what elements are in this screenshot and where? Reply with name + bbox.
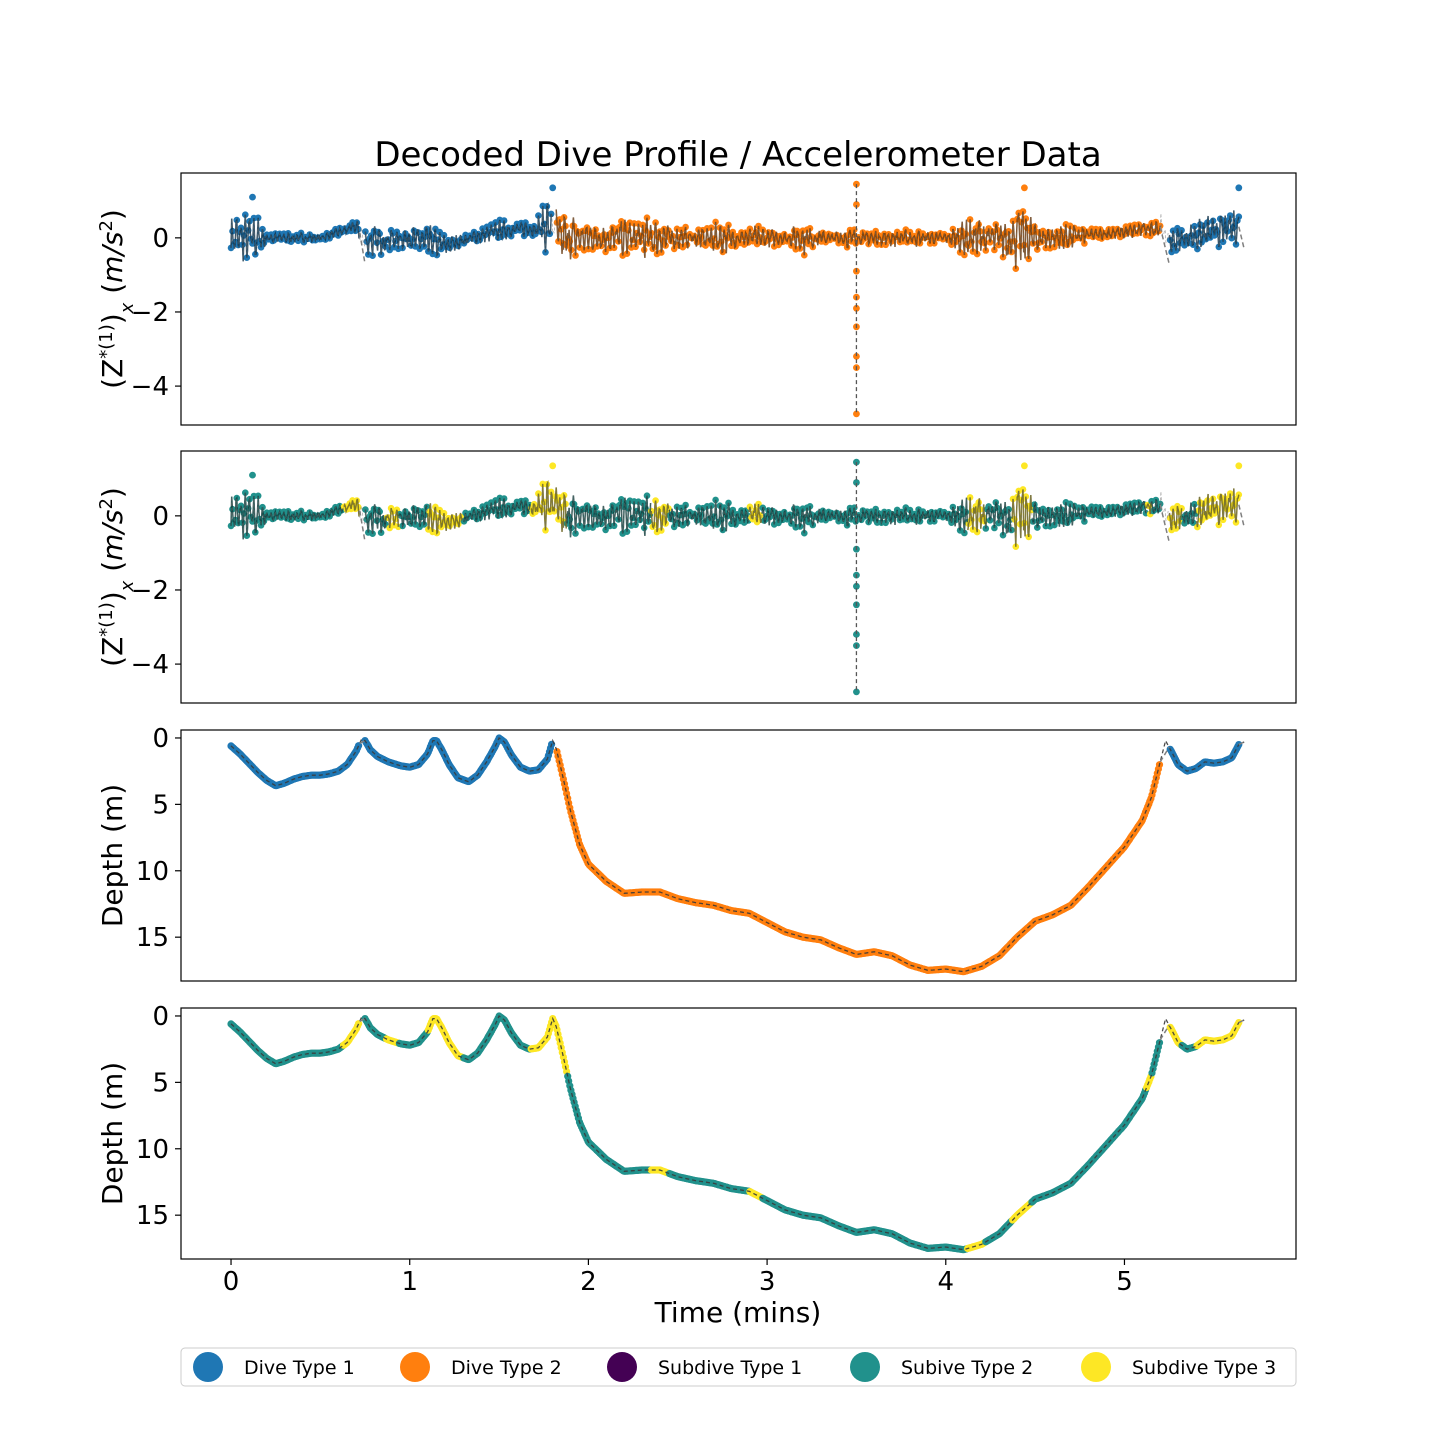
accel-spike-point	[853, 201, 860, 208]
legend: Dive Type 1 Dive Type 2 Subdive Type 1 Subi…	[180, 1347, 1297, 1387]
legend-marker	[193, 1352, 223, 1382]
plot-area	[227, 180, 1245, 418]
chart-title: Decoded Dive Profile / Accelerometer Dat…	[374, 135, 1101, 175]
y-tick-label: −2	[131, 298, 169, 328]
y-tick-label: −4	[131, 650, 169, 680]
accel-peak-point	[1021, 184, 1028, 192]
y-tick-label: 0	[152, 724, 169, 754]
plot-area	[227, 458, 1245, 696]
depth-points	[227, 734, 1243, 976]
y-axis-label-part: )	[96, 487, 129, 498]
accel-spike-point	[853, 180, 860, 188]
legend-marker	[400, 1352, 430, 1382]
gap-connector	[358, 232, 366, 264]
accel-points	[227, 180, 1243, 418]
accel-points	[227, 458, 1243, 696]
accel-connector-line	[230, 203, 1240, 269]
gap-connector	[1159, 226, 1170, 264]
legend-label: Subdive Type 1	[658, 1357, 802, 1379]
y-tick-label: 5	[152, 790, 169, 820]
y-tick-label: 10	[136, 857, 169, 887]
y-tick-label: 0	[152, 1002, 169, 1032]
accel-peak-point	[249, 471, 256, 479]
y-tick-label: 5	[152, 1068, 169, 1098]
y-axis-label-part: (	[96, 283, 129, 303]
depth-connector-line	[230, 736, 1245, 973]
accel-peak-point	[549, 462, 557, 470]
y-axis-label-part: m/s	[96, 510, 129, 561]
accel-peak-point	[1021, 462, 1028, 470]
accel-spike-point	[853, 304, 860, 312]
accel-peak-point	[549, 184, 557, 192]
accel-peak-point	[1235, 462, 1243, 470]
accel-spike-point	[853, 353, 860, 360]
y-tick-label: −4	[131, 372, 169, 402]
plot-area	[227, 734, 1245, 976]
y-axis-label-part: x	[117, 580, 138, 592]
legend-marker	[607, 1352, 637, 1382]
y-tick-label: 0	[152, 502, 169, 532]
gap-connector	[1238, 504, 1245, 528]
y-axis-label-part: )	[96, 591, 129, 602]
legend-label: Subdive Type 3	[1132, 1357, 1276, 1379]
accel-peak-point	[1235, 184, 1243, 192]
x-tick-label: 5	[1116, 1267, 1133, 1297]
x-tick-label: 4	[938, 1267, 955, 1297]
plot-area	[227, 1012, 1245, 1254]
legend-label: Dive Type 2	[451, 1357, 562, 1379]
y-tick-label: 15	[136, 1201, 169, 1231]
x-tick-label: 3	[759, 1267, 776, 1297]
y-axis-label-part: (Z	[96, 637, 129, 667]
accel-segment-line	[566, 495, 652, 538]
legend-marker	[1081, 1352, 1111, 1382]
y-axis-label-part: m/s	[96, 232, 129, 283]
y-axis-label-part: *(1)	[96, 602, 117, 637]
y-axis-label-part: *(1)	[96, 324, 117, 359]
y-axis-label-part: )	[96, 313, 129, 324]
legend-marker	[850, 1352, 880, 1382]
y-axis-label-part: (	[96, 561, 129, 581]
x-axis-ticks: 0 1 2 3 4 5	[223, 1259, 1133, 1297]
y-axis-label: Depth (m)	[96, 784, 129, 927]
accel-spike-point	[853, 410, 860, 418]
y-axis-label-part: 2	[96, 220, 117, 231]
y-axis-label: (Z*(1))x (m/s2)	[96, 209, 138, 389]
depth-connector-line	[230, 1014, 1245, 1251]
y-axis-label-part: (Z	[96, 359, 129, 389]
y-tick-label: 15	[136, 923, 169, 953]
accel-peak-point	[249, 193, 256, 201]
y-tick-label: 0	[152, 224, 169, 254]
panel-accel-subdive: 0−2−4(Z*(1))x (m/s2)	[96, 450, 1297, 704]
panel-frame	[180, 450, 1297, 704]
y-axis-label-part: x	[117, 302, 138, 314]
y-tick-label: 10	[136, 1135, 169, 1165]
x-tick-label: 1	[401, 1267, 418, 1297]
legend-label: Subive Type 2	[901, 1357, 1033, 1379]
y-axis-label-part: 2	[96, 498, 117, 509]
depth-points	[227, 1012, 1243, 1254]
x-tick-label: 2	[580, 1267, 597, 1297]
gap-connector	[1238, 226, 1245, 250]
panel-frame	[180, 172, 1297, 426]
y-axis-label: Depth (m)	[96, 1062, 129, 1205]
y-axis-label-part: )	[96, 209, 129, 220]
legend-label: Dive Type 1	[244, 1357, 355, 1379]
x-axis-label: Time (mins)	[654, 1296, 822, 1329]
panel-accel-dive: 0−2−4(Z*(1))x (m/s2)	[96, 172, 1297, 426]
x-tick-label: 0	[223, 1267, 240, 1297]
